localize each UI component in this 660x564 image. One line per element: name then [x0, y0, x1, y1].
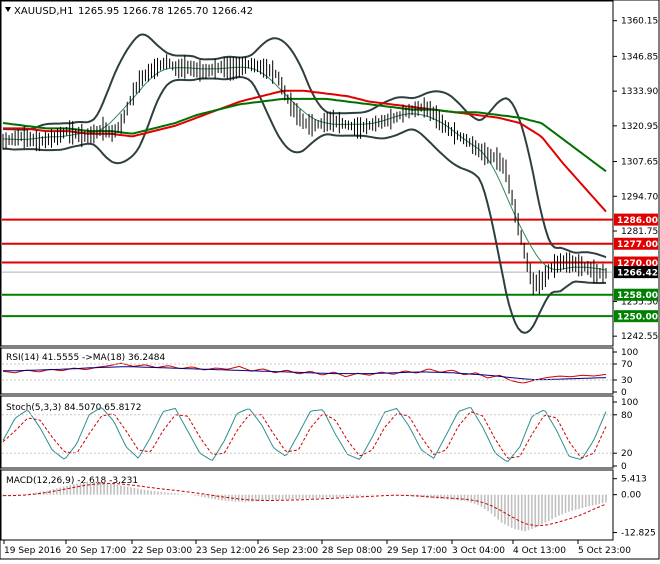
collapse-triangle-icon[interactable] [5, 7, 11, 12]
rsi-axis: 100 70 30 0 [2, 348, 638, 398]
stoch-tick-label: 80 [621, 411, 633, 421]
price-tick-label: 1307.65 [621, 158, 658, 168]
time-tick-label: 29 Sep 17:00 [387, 546, 447, 556]
stoch-tick-label: 100 [621, 398, 638, 408]
time-tick-label: 23 Sep 12:00 [196, 546, 256, 556]
price-tick-label: 1360.15 [621, 17, 658, 27]
price-panel-border [0, 0, 614, 347]
symbol-label: XAUUSD,H1 [14, 6, 73, 17]
time-axis: 19 Sep 2016 20 Sep 17:00 22 Sep 03:00 23 Se… [3, 540, 631, 556]
rsi-panel-border [0, 347, 614, 395]
price-tick-label: 1294.70 [621, 192, 658, 202]
macd-axis: 5.413 0.00 -12.825 [613, 475, 656, 539]
time-tick-label: 19 Sep 2016 [4, 546, 61, 556]
level-tag [614, 288, 658, 301]
level-tag-label: 1277.00 [617, 240, 658, 250]
price-tick-label: 1281.75 [621, 227, 658, 237]
moving-average-green [2, 97, 607, 173]
price-tick-label: 1255.50 [621, 297, 658, 307]
current-price-tag [614, 266, 658, 279]
level-tag [614, 213, 658, 226]
macd-histogram [2, 481, 607, 532]
stoch-lines [2, 406, 607, 462]
macd-panel-border [0, 469, 614, 541]
rsi-title: RSI(14) 41.5555 [6, 353, 79, 363]
level-tag-label: 1286.00 [617, 216, 658, 226]
macd-signal-line [3, 483, 607, 527]
price-axis: 1360.15 1346.85 1333.90 1320.95 1307.65 1294.… [613, 17, 658, 342]
price-tick-label: 1320.95 [621, 122, 658, 132]
time-tick-label: 5 Oct 23:00 [578, 546, 631, 556]
time-tick-label: 3 Oct 04:00 [452, 546, 505, 556]
stoch-title: Stoch(5,3,3) 84.5070 65.8172 [6, 403, 141, 413]
price-bars [2, 54, 607, 296]
stoch-panel-border [0, 395, 614, 469]
macd-tick-label: 0.00 [621, 491, 641, 501]
rsi-tick-label: 70 [621, 360, 633, 370]
macd-tick-label: 5.413 [621, 475, 647, 485]
rsi-tick-label: 30 [621, 376, 633, 386]
stoch-main-line [2, 406, 607, 462]
level-tag-label: 1250.00 [617, 313, 658, 323]
bollinger-bands [2, 33, 607, 334]
ohlc-values: 1265.95 1266.78 1265.70 1266.42 [78, 6, 253, 17]
level-tag [614, 237, 658, 250]
rsi-ma-label: ->MA(18) 36.2484 [82, 353, 166, 363]
macd-title: MACD(12,26,9) -2.618 -3.231 [6, 476, 138, 486]
level-tags: 1286.00 1277.00 1270.00 1258.00 1250.00 1266.… [614, 213, 658, 323]
time-tick-label: 26 Sep 23:00 [258, 546, 318, 556]
time-tick-label: 4 Oct 13:00 [513, 546, 566, 556]
rsi-lines [2, 362, 607, 384]
level-tag-label: 1258.00 [617, 291, 658, 301]
time-tick-label: 20 Sep 17:00 [66, 546, 126, 556]
level-tag-label: 1270.00 [617, 259, 658, 269]
bollinger-lower [3, 75, 607, 334]
level-tag [614, 310, 658, 323]
moving-average-red [3, 89, 607, 213]
bollinger-upper [2, 33, 607, 259]
price-tick-label: 1346.85 [621, 52, 658, 62]
time-tick-label: 22 Sep 03:00 [132, 546, 192, 556]
current-price-label: 1266.42 [617, 269, 658, 279]
bollinger-middle [2, 66, 607, 271]
stoch-axis: 100 80 20 0 [2, 398, 638, 472]
price-levels [2, 218, 613, 318]
macd-tick-label: -12.825 [621, 529, 656, 539]
stoch-tick-label: 20 [621, 449, 633, 459]
rsi-ma-line [3, 366, 607, 381]
rsi-tick-label: 0 [621, 388, 627, 398]
price-tick-label: 1333.90 [621, 87, 658, 97]
stoch-tick-label: 0 [621, 462, 627, 472]
moving-averages [2, 89, 607, 213]
level-tag [614, 256, 658, 269]
time-tick-label: 28 Sep 08:00 [322, 546, 382, 556]
price-tick-label: 1242.55 [621, 332, 658, 342]
stoch-signal-line [2, 411, 607, 459]
rsi-tick-label: 100 [621, 348, 638, 358]
